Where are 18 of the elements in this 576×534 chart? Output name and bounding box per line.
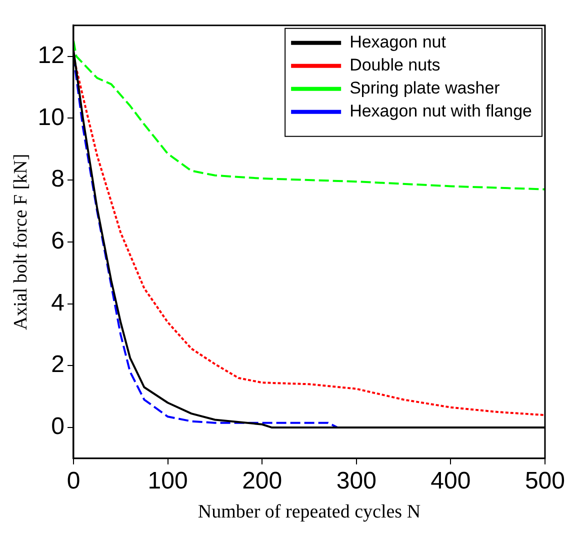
y-tick-label: 0	[51, 413, 64, 440]
x-tick-label: 400	[430, 467, 471, 494]
y-axis-title: Axial bolt force F [kN]	[10, 154, 32, 330]
y-tick-label: 12	[38, 42, 64, 69]
legend-label: Hexagon nut with flange	[350, 102, 532, 121]
y-tick-label: 6	[51, 228, 64, 255]
legend-label: Hexagon nut	[350, 32, 446, 52]
x-tick-label: 200	[242, 467, 282, 494]
legend-label: Double nuts	[350, 56, 440, 75]
y-tick-label: 2	[51, 351, 64, 378]
x-tick-label: 100	[148, 467, 188, 494]
y-tick-label: 8	[51, 166, 64, 193]
y-tick-label: 10	[38, 104, 64, 131]
legend-label: Spring plate washer	[350, 78, 500, 98]
x-tick-label: 500	[524, 467, 565, 494]
x-tick-label: 300	[336, 467, 376, 494]
x-axis-title: Number of repeated cycles N	[198, 502, 421, 523]
y-tick-label: 4	[51, 289, 64, 316]
